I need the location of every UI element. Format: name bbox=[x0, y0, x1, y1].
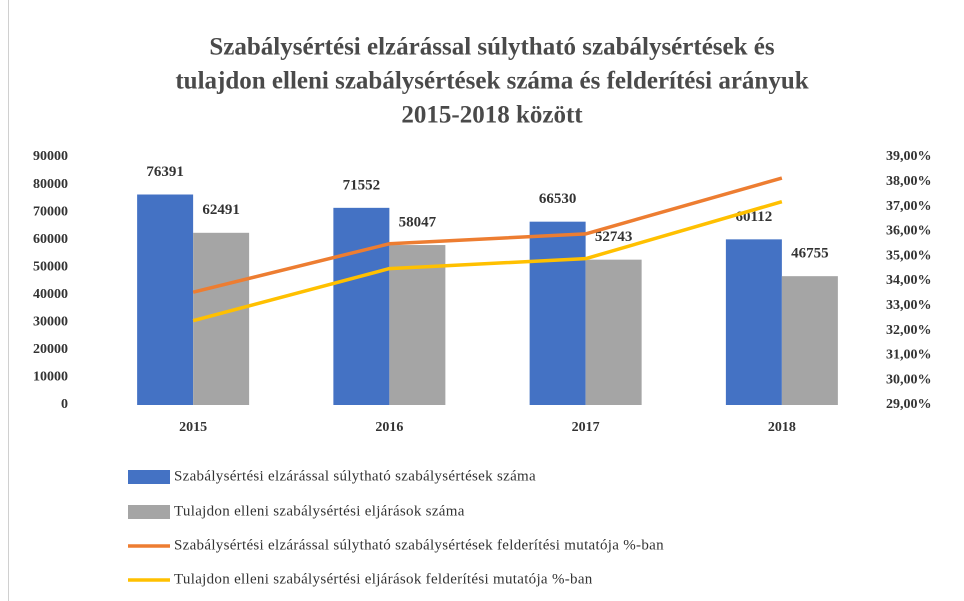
y-tick-label: 20000 bbox=[33, 342, 68, 357]
y2-tick-label: 31,00% bbox=[886, 348, 932, 363]
x-tick-label: 2016 bbox=[375, 420, 403, 435]
y2-tick-label: 39,00% bbox=[886, 149, 932, 164]
y-tick-label: 50000 bbox=[33, 259, 68, 274]
legend-label: Tulajdon elleni szabálysértési eljárások… bbox=[174, 571, 593, 587]
y2-tick-label: 36,00% bbox=[886, 224, 932, 239]
y2-tick-label: 37,00% bbox=[886, 199, 932, 214]
y-tick-label: 60000 bbox=[33, 232, 68, 247]
chart-title: 2015-2018 között bbox=[401, 102, 583, 129]
bar bbox=[529, 221, 586, 405]
data-label: 52743 bbox=[595, 229, 633, 245]
y-tick-label: 90000 bbox=[33, 149, 68, 164]
bar bbox=[333, 207, 390, 405]
x-tick-label: 2018 bbox=[768, 420, 796, 435]
x-tick-label: 2015 bbox=[179, 420, 207, 435]
y2-tick-label: 33,00% bbox=[886, 298, 932, 313]
y-tick-label: 30000 bbox=[33, 315, 68, 330]
data-label: 66530 bbox=[539, 191, 577, 207]
y2-tick-label: 32,00% bbox=[886, 323, 932, 338]
legend-label: Szabálysértési elzárással súlytható szab… bbox=[174, 468, 536, 484]
chart-title: Szabálysértési elzárással súlytható szab… bbox=[209, 34, 774, 61]
x-tick-label: 2017 bbox=[572, 420, 600, 435]
y-tick-label: 10000 bbox=[33, 370, 68, 385]
data-label: 76391 bbox=[146, 164, 184, 180]
legend-label: Szabálysértési elzárással súlytható szab… bbox=[174, 537, 664, 553]
data-label: 71552 bbox=[343, 177, 381, 193]
bar bbox=[137, 194, 194, 405]
y2-tick-label: 34,00% bbox=[886, 273, 932, 288]
bar bbox=[389, 245, 446, 405]
data-label: 46755 bbox=[791, 246, 829, 262]
bar bbox=[585, 259, 642, 405]
legend-label: Tulajdon elleni szabálysértési eljárások… bbox=[174, 503, 465, 519]
y-tick-label: 40000 bbox=[33, 287, 68, 302]
data-label: 62491 bbox=[202, 202, 240, 218]
y-tick-label: 0 bbox=[61, 397, 68, 412]
data-label: 58047 bbox=[399, 214, 437, 230]
y2-tick-label: 29,00% bbox=[886, 397, 932, 412]
y-tick-label: 70000 bbox=[33, 204, 68, 219]
bar bbox=[781, 276, 838, 405]
line-series bbox=[192, 199, 783, 323]
line-series bbox=[192, 176, 783, 294]
y2-tick-label: 30,00% bbox=[886, 372, 932, 387]
legend-swatch bbox=[128, 470, 170, 484]
y2-tick-label: 35,00% bbox=[886, 248, 932, 263]
chart-title: tulajdon elleni szabálysértések száma és… bbox=[175, 68, 808, 95]
bar bbox=[725, 239, 782, 405]
y2-tick-label: 38,00% bbox=[886, 174, 932, 189]
legend-swatch bbox=[128, 505, 170, 519]
y-tick-label: 80000 bbox=[33, 177, 68, 192]
